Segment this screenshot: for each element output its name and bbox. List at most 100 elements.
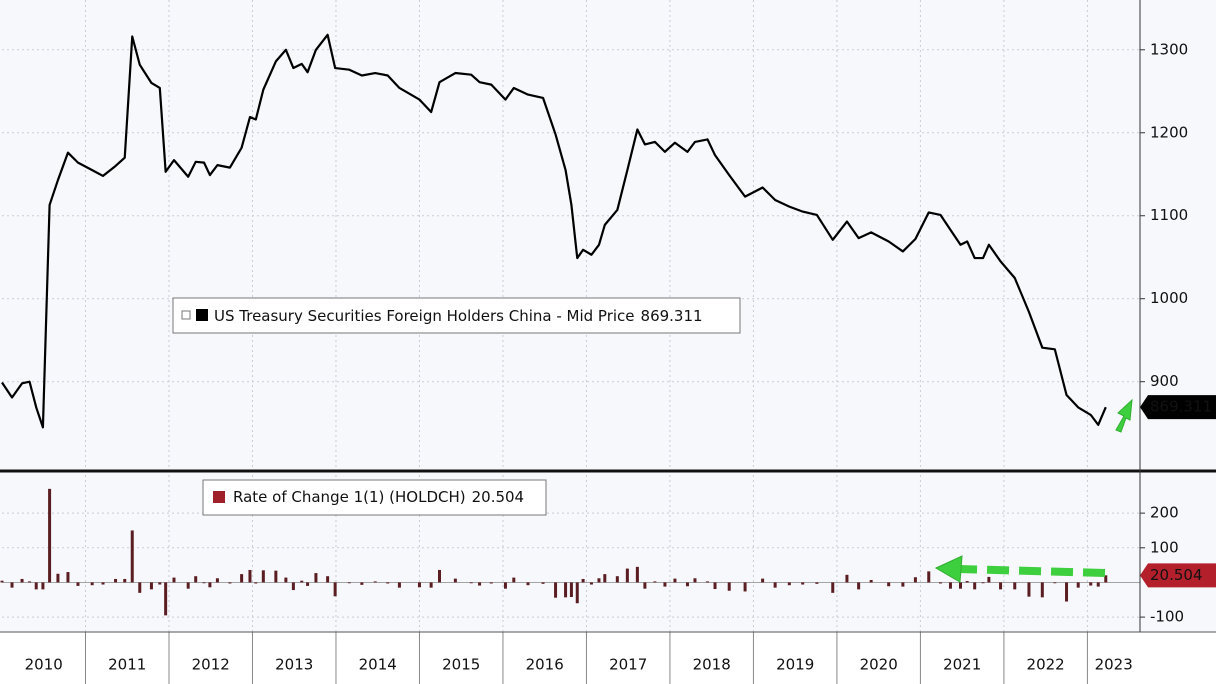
legend-bottom: Rate of Change 1(1) (HOLDCH) 20.504	[202, 479, 547, 516]
bar	[773, 582, 777, 588]
x-tick-label: 2014	[359, 656, 397, 674]
bar	[965, 581, 969, 583]
y-tick-label: 100	[1150, 538, 1179, 556]
y-tick-label: 200	[1150, 504, 1179, 522]
bar	[958, 582, 962, 589]
y-tick-label: 1200	[1150, 123, 1188, 141]
legend-icon	[181, 310, 191, 320]
bar	[927, 571, 931, 583]
x-tick-label: 2021	[943, 656, 981, 674]
bar	[673, 578, 677, 583]
bar	[149, 582, 153, 590]
bar	[386, 582, 390, 584]
bar	[429, 582, 433, 588]
y-tick-label: 900	[1150, 372, 1179, 390]
bar	[845, 574, 849, 583]
bar	[453, 578, 457, 583]
bar	[743, 582, 747, 592]
bar	[589, 582, 593, 585]
bar	[815, 582, 819, 584]
bar	[503, 582, 507, 589]
y-tick-label: -100	[1150, 608, 1184, 626]
legend-name: US Treasury Securities Foreign Holders C…	[214, 307, 635, 325]
bar	[397, 582, 401, 588]
bar	[164, 582, 168, 616]
line	[1, 33, 1107, 429]
x-tick-label: 2010	[25, 656, 63, 674]
bar	[706, 581, 710, 583]
legend-value: 20.504	[472, 488, 525, 506]
bar	[437, 569, 441, 583]
bar	[1065, 582, 1069, 602]
bar	[569, 582, 573, 597]
bar	[186, 582, 190, 589]
x-tick-label: 2019	[776, 656, 814, 674]
bar	[469, 582, 473, 584]
legend-name: Rate of Change 1(1) (HOLDCH)	[233, 488, 466, 506]
bar	[114, 578, 118, 583]
bar	[1013, 582, 1017, 590]
green-arrows	[934, 398, 1133, 583]
bar	[202, 582, 206, 584]
bar	[138, 582, 142, 593]
y-tick-label: 1300	[1150, 40, 1188, 58]
bar	[248, 569, 252, 583]
bar	[130, 530, 134, 583]
bar	[1096, 582, 1100, 587]
bar	[653, 581, 657, 583]
x-tick-label: 2020	[860, 656, 898, 674]
x-tick-label: 2022	[1027, 656, 1065, 674]
bar	[0, 580, 4, 583]
value-tag-label: 869.311	[1150, 398, 1212, 416]
bar	[685, 582, 689, 587]
bar	[228, 582, 232, 584]
bar	[10, 582, 14, 588]
bar	[254, 582, 258, 584]
bar	[291, 582, 295, 591]
bar	[261, 570, 265, 583]
bar	[360, 582, 364, 585]
bar	[512, 577, 516, 583]
bar	[1076, 582, 1080, 588]
bar	[101, 582, 105, 585]
value-tag	[1140, 395, 1216, 420]
bar	[34, 582, 38, 590]
bar	[194, 576, 198, 583]
bar	[973, 582, 977, 590]
bar	[938, 582, 942, 584]
legend-box	[202, 479, 547, 516]
bar	[1104, 575, 1108, 583]
y-tick-label: 1000	[1150, 289, 1188, 307]
legend-label: Rate of Change 1(1) (HOLDCH) 20.504	[233, 488, 524, 506]
x-tick-label: 2015	[442, 656, 480, 674]
bar	[713, 582, 717, 590]
bar	[625, 568, 629, 583]
arrow-up	[1115, 398, 1133, 433]
bar	[1089, 582, 1093, 586]
bar	[831, 582, 835, 593]
bar	[417, 582, 421, 588]
legend-box	[172, 297, 741, 334]
bar	[635, 566, 639, 583]
bar	[564, 582, 568, 598]
bar	[333, 582, 337, 597]
x-tick-label: 2013	[275, 656, 313, 674]
bar	[373, 581, 377, 583]
axis-strip	[0, 632, 1216, 684]
x-tick-label: 2011	[108, 656, 146, 674]
bar	[489, 582, 493, 584]
bar	[857, 582, 861, 590]
legend-swatch	[213, 491, 225, 503]
bar	[575, 582, 579, 604]
bar	[326, 576, 330, 583]
arrow-head	[934, 555, 963, 583]
bar	[1040, 582, 1044, 598]
bar	[948, 582, 952, 589]
bar	[603, 574, 607, 583]
bar	[643, 582, 647, 589]
bar	[615, 576, 619, 583]
bar	[693, 578, 697, 583]
